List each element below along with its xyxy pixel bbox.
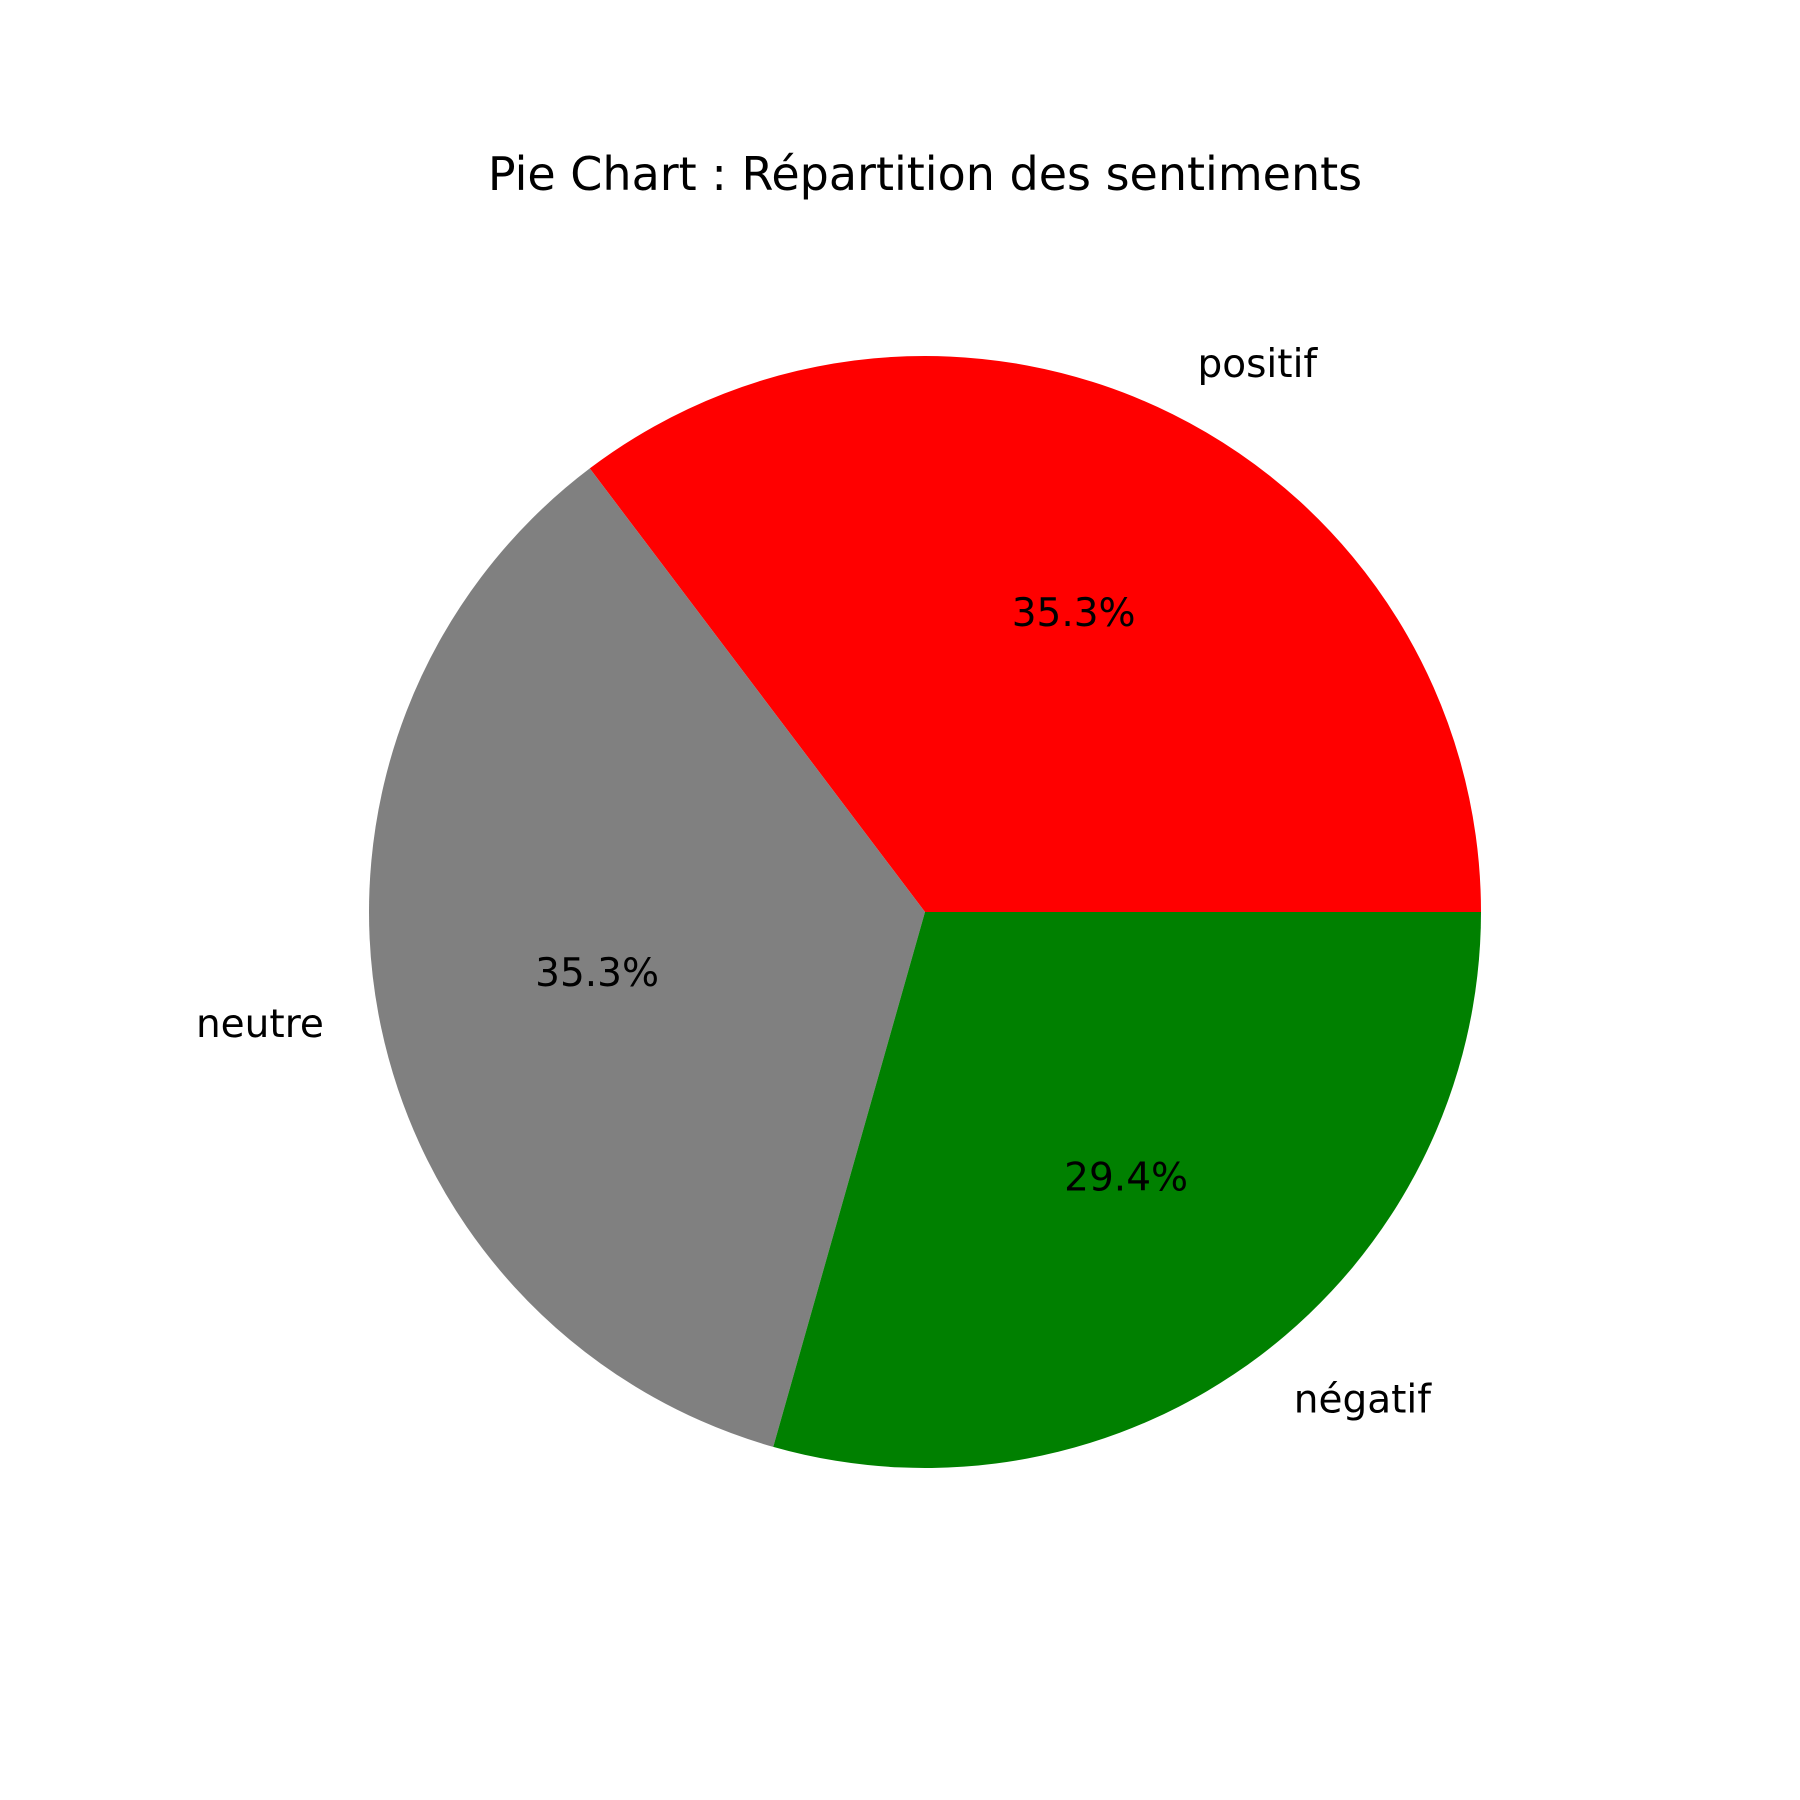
pie-slice-positif [589, 356, 1481, 912]
slice-label-neutre: neutre [196, 1002, 324, 1047]
pie-slice-neutre [368, 468, 925, 1447]
slice-pct-neutre: 35.3% [535, 951, 659, 996]
pie-slices [368, 356, 1481, 1468]
slice-label-positif: positif [1198, 342, 1319, 387]
pie-slice-négatif [773, 912, 1481, 1468]
slice-pct-négatif: 29.4% [1064, 1156, 1188, 1201]
slice-label-négatif: négatif [1294, 1377, 1432, 1422]
pie-labels: positif 35.3% neutre 35.3% négatif 29.4% [196, 342, 1432, 1422]
chart-title: Pie Chart : Répartition des sentiments [488, 147, 1362, 201]
slice-pct-positif: 35.3% [1012, 591, 1136, 636]
